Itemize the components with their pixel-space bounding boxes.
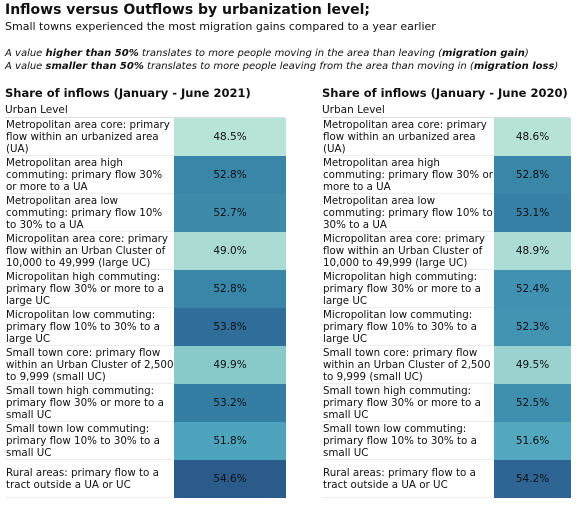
note-part: translates to more people leaving from t… — [143, 61, 474, 72]
value-cell: 53.8% — [174, 307, 286, 346]
value-cell: 52.8% — [174, 155, 286, 194]
row-label: Micropolitan low commuting: primary flow… — [5, 307, 174, 346]
row-label: Micropolitan high commuting: primary flo… — [5, 269, 174, 308]
row: Metropolitan area low commuting: primary… — [5, 193, 286, 232]
note: A value smaller than 50% translates to m… — [5, 61, 558, 72]
row-label: Metropolitan area high commuting: primar… — [5, 155, 174, 194]
row: Micropolitan high commuting: primary flo… — [322, 269, 571, 308]
row-label: Small town core: primary flow within an … — [322, 345, 494, 384]
note-part: A value — [5, 48, 46, 59]
value-cell: 52.7% — [174, 193, 286, 232]
row: Micropolitan area core: primary flow wit… — [5, 231, 286, 270]
table-title: Share of inflows (January - June 2020) — [322, 86, 568, 100]
title: Inflows versus Outflows by urbanization … — [5, 2, 371, 18]
value-cell: 51.8% — [174, 421, 286, 460]
row: Micropolitan area core: primary flow wit… — [322, 231, 571, 270]
value-cell: 52.8% — [494, 155, 571, 194]
note: A value higher than 50% translates to mo… — [5, 48, 529, 59]
row: Small town high commuting: primary flow … — [322, 383, 571, 422]
note-part: ) — [554, 61, 559, 72]
row-label: Micropolitan low commuting: primary flow… — [322, 307, 494, 346]
row-label: Small town high commuting: primary flow … — [322, 383, 494, 422]
row: Small town high commuting: primary flow … — [5, 383, 286, 422]
column-header: Urban Level — [5, 104, 285, 118]
row: Small town low commuting: primary flow 1… — [5, 421, 286, 460]
note-part: translates to more people moving in the … — [138, 48, 442, 59]
table: Metropolitan area core: primary flow wit… — [5, 118, 286, 498]
value-cell: 49.5% — [494, 345, 571, 384]
row-label: Small town low commuting: primary flow 1… — [322, 421, 494, 460]
note-part: migration gain — [442, 48, 525, 59]
table-block: Share of inflows (January - June 2020) Ur… — [322, 86, 571, 498]
value-cell: 52.4% — [494, 269, 571, 308]
value-cell: 53.1% — [494, 193, 571, 232]
row-label: Small town high commuting: primary flow … — [5, 383, 174, 422]
row-label: Micropolitan area core: primary flow wit… — [322, 231, 494, 270]
value-cell: 54.6% — [174, 459, 286, 498]
value-cell: 49.0% — [174, 231, 286, 270]
value-cell: 52.3% — [494, 307, 571, 346]
row-label: Small town low commuting: primary flow 1… — [5, 421, 174, 460]
row: Small town core: primary flow within an … — [5, 345, 286, 384]
row-label: Metropolitan area core: primary flow wit… — [322, 118, 494, 156]
value-cell: 51.6% — [494, 421, 571, 460]
row: Metropolitan area core: primary flow wit… — [5, 118, 286, 156]
row-label: Small town core: primary flow within an … — [5, 345, 174, 384]
value-cell: 49.9% — [174, 345, 286, 384]
row-label: Micropolitan area core: primary flow wit… — [5, 231, 174, 270]
value-cell: 52.8% — [174, 269, 286, 308]
row: Micropolitan high commuting: primary flo… — [5, 269, 286, 308]
value-cell: 52.5% — [494, 383, 571, 422]
table-block: Share of inflows (January - June 2021) Ur… — [5, 86, 286, 498]
note-part: A value — [5, 61, 46, 72]
row: Micropolitan low commuting: primary flow… — [322, 307, 571, 346]
note-part: migration loss — [473, 61, 555, 72]
row-label: Metropolitan area core: primary flow wit… — [5, 118, 174, 156]
note-part: ) — [524, 48, 529, 59]
row: Metropolitan area high commuting: primar… — [322, 155, 571, 194]
table: Metropolitan area core: primary flow wit… — [322, 118, 571, 498]
table-title: Share of inflows (January - June 2021) — [5, 86, 251, 100]
row: Metropolitan area core: primary flow wit… — [322, 118, 571, 156]
row-label: Rural areas: primary flow to a tract out… — [322, 459, 494, 498]
value-cell: 48.6% — [494, 118, 571, 156]
note-part: higher than 50% — [45, 48, 139, 59]
row: Small town low commuting: primary flow 1… — [322, 421, 571, 460]
value-cell: 48.5% — [174, 118, 286, 156]
value-cell: 53.2% — [174, 383, 286, 422]
row: Rural areas: primary flow to a tract out… — [322, 459, 571, 498]
row-label: Metropolitan area high commuting: primar… — [322, 155, 494, 194]
row: Metropolitan area high commuting: primar… — [5, 155, 286, 194]
row: Metropolitan area low commuting: primary… — [322, 193, 571, 232]
value-cell: 54.2% — [494, 459, 571, 498]
note-part: smaller than 50% — [45, 61, 144, 72]
row: Micropolitan low commuting: primary flow… — [5, 307, 286, 346]
row-label: Rural areas: primary flow to a tract out… — [5, 459, 174, 498]
row-label: Metropolitan area low commuting: primary… — [322, 193, 494, 232]
row: Rural areas: primary flow to a tract out… — [5, 459, 286, 498]
value-cell: 48.9% — [494, 231, 571, 270]
row-label: Metropolitan area low commuting: primary… — [5, 193, 174, 232]
subtitle: Small towns experienced the most migrati… — [5, 20, 436, 33]
column-header: Urban Level — [322, 104, 570, 118]
row: Small town core: primary flow within an … — [322, 345, 571, 384]
row-label: Micropolitan high commuting: primary flo… — [322, 269, 494, 308]
